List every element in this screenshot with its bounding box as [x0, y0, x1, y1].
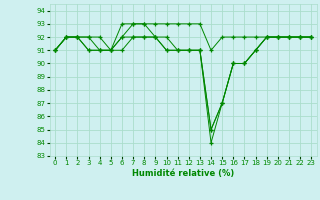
X-axis label: Humidité relative (%): Humidité relative (%): [132, 169, 234, 178]
